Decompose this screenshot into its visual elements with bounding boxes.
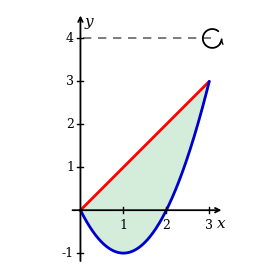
Text: y: y [85, 15, 93, 29]
Text: 2: 2 [162, 219, 170, 232]
Text: 4: 4 [66, 32, 74, 45]
Text: 1: 1 [119, 219, 127, 232]
Text: 2: 2 [66, 118, 74, 131]
Text: 3: 3 [205, 219, 213, 232]
Text: 3: 3 [66, 75, 74, 88]
Text: -1: -1 [62, 247, 74, 260]
Text: 1: 1 [66, 161, 74, 174]
Text: x: x [217, 217, 226, 231]
